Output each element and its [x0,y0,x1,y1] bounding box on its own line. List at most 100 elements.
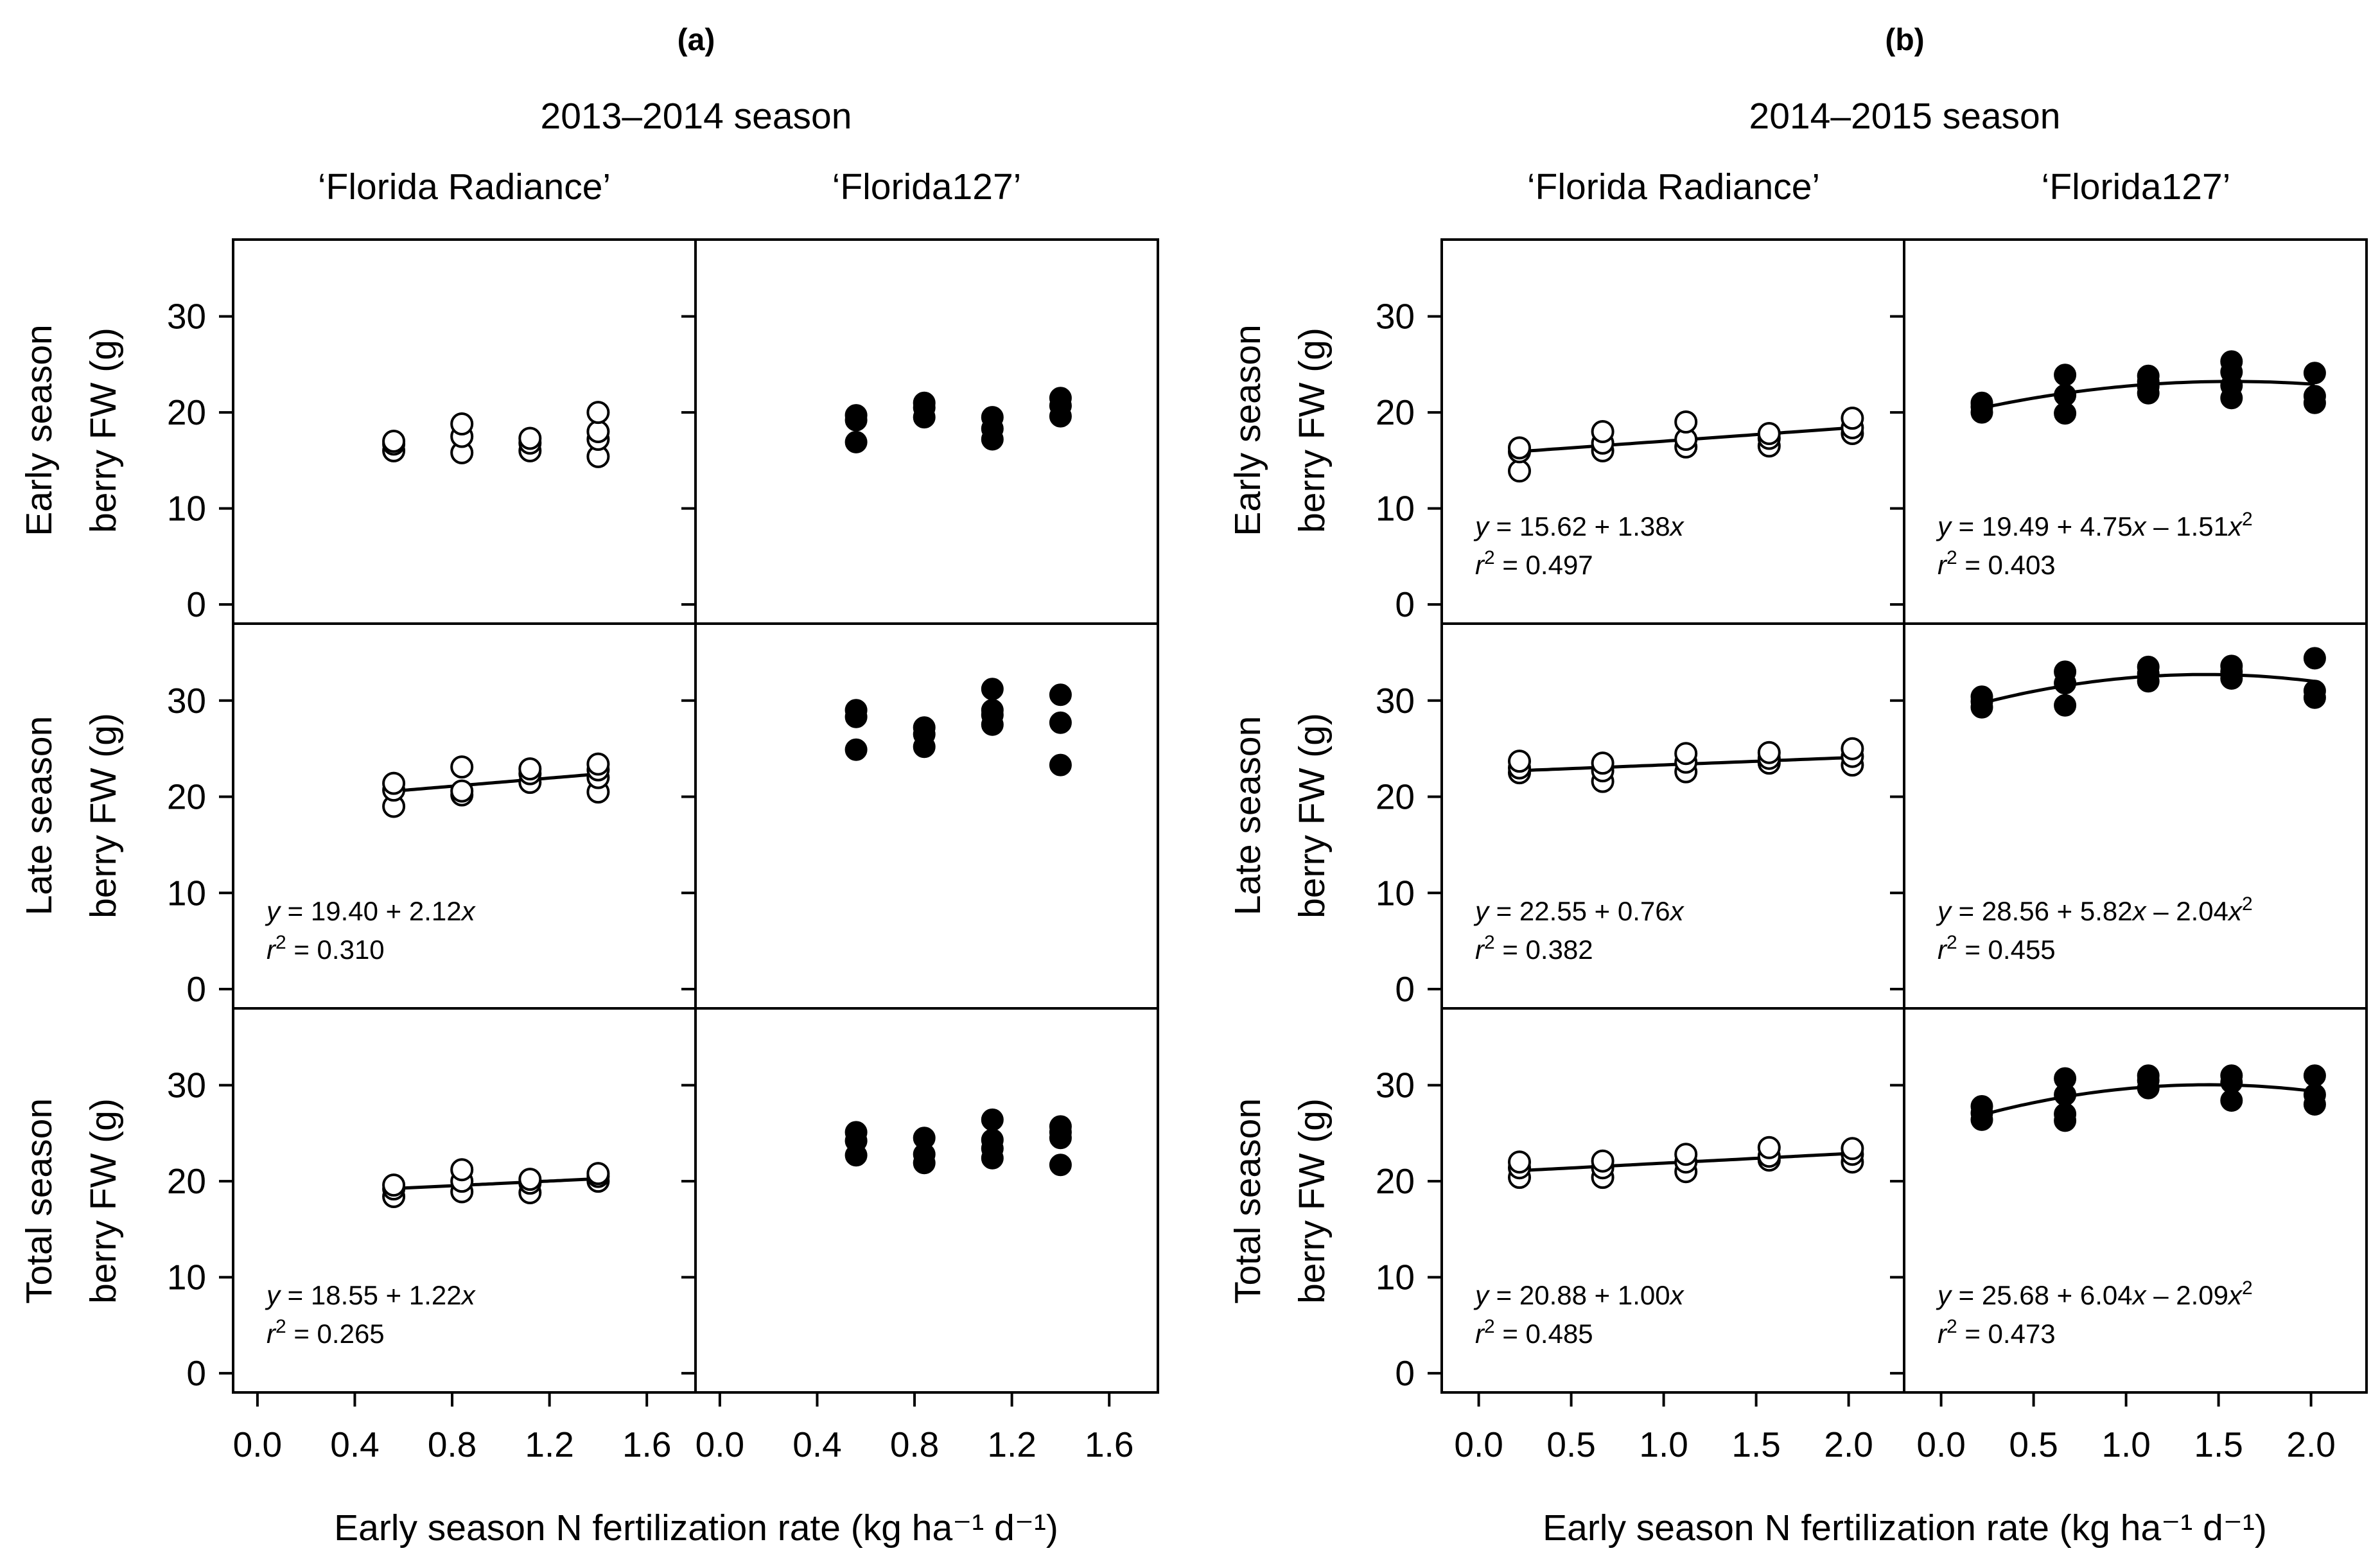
y-tick-label: 20 [1376,392,1415,432]
data-point [2137,655,2160,678]
r-sup: 2 [1947,547,1957,568]
eq-body: = 19.40 + 2.12 [280,896,462,926]
subplot-3-3: 0 10 20 30 0.0 0.5 1.0 1.5 2.0 y = 20.88 + 1.00x r… [1376,1007,1905,1464]
eq-x: x [1669,896,1685,926]
data-point [913,391,936,414]
subplot-3-1: 0 10 20 30 0.0 0.4 0.8 1.2 1.6 y = 18.55 + 1.22x r… [167,1007,697,1464]
y-tick-label: 10 [1376,489,1415,529]
data-point [1970,1095,1993,1118]
data-point [2303,385,2326,408]
row-label-b-early: Early season berry FW (g) [1227,324,1333,536]
y-tick-label: 0 [1395,584,1415,624]
r-value: = 0.455 [1957,935,2056,965]
r-squared: r2 = 0.403 [1938,547,2056,580]
row-label-line1: Total season [1227,1098,1268,1304]
eq-body: = 15.62 + 1.38 [1489,511,1670,541]
data-point [1508,750,1531,773]
x-tick-label: 0.0 [1916,1425,1965,1464]
x-tick-label: 1.5 [2194,1425,2243,1464]
y-tick-label: 20 [167,392,206,432]
r-sup: 2 [1947,1316,1957,1337]
row-label-b-total: Total season berry FW (g) [1227,1098,1333,1304]
data-point [586,1162,610,1186]
data-point [981,1128,1004,1152]
data-point [2303,362,2326,385]
y-tick-label: 10 [167,873,206,913]
data-point [1049,683,1072,706]
plot-frame [1903,1007,2368,1394]
x-tick-label: 1.6 [1085,1425,1133,1464]
data-point [2303,647,2326,670]
eq-x2: x [2227,511,2243,541]
eq-y: y [1936,896,1953,926]
regression-equation: y = 22.55 + 0.76x [1473,896,1685,926]
data-point [1049,1115,1072,1138]
data-point [844,404,868,427]
y-tick-label: 30 [1376,681,1415,721]
r-value: = 0.382 [1495,935,1593,965]
eq-y: y [265,1280,282,1310]
data-point [1841,1137,1864,1161]
x-tick-label: 0.8 [890,1425,939,1464]
x-tick-label: 1.5 [1731,1425,1780,1464]
y-tick-label: 0 [1395,1353,1415,1393]
subplot-1-3: 0 10 20 30 y = 15.62 + 1.38x r2 = 0.497 [1376,238,1905,625]
x-axis-label-a: Early season N fertilization rate (kg ha… [334,1507,1058,1549]
row-label-a-early: Early season berry FW (g) [19,324,124,536]
data-point [2054,1067,2077,1090]
eq-body: = 22.55 + 0.76 [1489,896,1670,926]
r-squared: r2 = 0.265 [267,1316,385,1349]
data-point [1674,742,1698,766]
eq-x2: x [2227,896,2243,926]
panel-label-b: (b) [1885,23,1924,57]
data-point [1049,711,1072,734]
eq-y: y [265,896,282,926]
subplot-2-1: 0 10 20 30 y = 19.40 + 2.12x r2 = 0.310 [167,622,697,1010]
r-squared: r2 = 0.497 [1475,547,1593,580]
r-value: = 0.265 [286,1319,385,1349]
data-point [981,699,1004,722]
row-label-line1: Early season [19,324,60,536]
data-point [382,1173,406,1197]
regression-line [393,772,599,793]
x-tick-label: 1.2 [525,1425,573,1464]
row-label-line2: berry FW (g) [1291,328,1333,533]
data-point [1841,407,1864,430]
row-label-b-late: Late season berry FW (g) [1227,713,1333,918]
subplot-1-2 [681,238,1159,625]
data-point [1970,685,1993,708]
x-tick-label: 0.0 [696,1425,744,1464]
eq-body: = 19.49 + 4.75 [1951,511,2133,541]
r-squared: r2 = 0.455 [1938,932,2056,965]
row-label-line1: Early season [1227,324,1268,536]
data-point [2220,654,2243,678]
y-tick-label: 0 [186,1353,206,1393]
regression-line [393,1177,599,1191]
eq-sup: 2 [2242,893,2253,915]
x-tick-label: 0.4 [330,1425,379,1464]
r-letter: r [1938,550,1948,580]
r-value: = 0.485 [1495,1319,1593,1349]
data-point [1591,420,1614,443]
row-label-a-late: Late season berry FW (g) [19,713,124,918]
subplot-3-4: 0.0 0.5 1.0 1.5 2.0y = 25.68 + 6.04x – 2.09x… [1890,1007,2368,1464]
season-title-a: 2013–2014 season [541,96,852,137]
y-tick-label: 20 [1376,1161,1415,1201]
data-point [2054,1103,2077,1125]
season-title-b: 2014–2015 season [1749,96,2061,137]
data-point [1970,391,1993,414]
data-point [2303,680,2326,703]
data-point [518,426,542,450]
r-squared: r2 = 0.485 [1475,1316,1593,1349]
data-point [913,716,936,739]
plot-frame [694,238,1159,625]
data-point [586,420,610,443]
data-point [450,779,474,803]
data-point [981,678,1004,701]
y-tick-label: 10 [1376,1258,1415,1297]
r-letter: r [1475,935,1485,965]
r-value: = 0.310 [286,935,385,965]
row-label-line1: Total season [19,1098,60,1304]
r-squared: r2 = 0.382 [1475,932,1593,965]
